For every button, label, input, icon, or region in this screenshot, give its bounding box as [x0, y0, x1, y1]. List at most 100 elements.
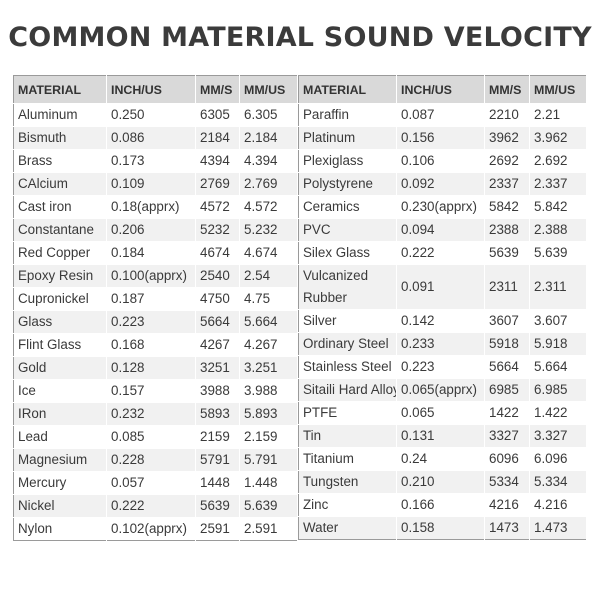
- cell-mm-s: 1448: [195, 471, 240, 495]
- cell-material: Paraffin: [298, 103, 397, 127]
- right-table-body: Paraffin 0.087 2210 2.21 Platinum 0.156 3962 3.…: [298, 103, 587, 540]
- cell-material: Aluminum: [13, 103, 107, 127]
- cell-inch-us: 0.187: [106, 287, 196, 311]
- cell-inch-us: 0.102(apprx): [106, 517, 196, 541]
- table-row: PTFE 0.065 1422 1.422: [298, 401, 587, 425]
- cell-inch-us: 0.158: [396, 516, 485, 540]
- cell-inch-us: 0.085: [106, 425, 196, 449]
- cell-inch-us: 0.157: [106, 379, 196, 403]
- cell-mm-s: 2210: [484, 103, 530, 127]
- cell-inch-us: 0.109: [106, 172, 196, 196]
- table-row: Platinum 0.156 3962 3.962: [298, 126, 587, 150]
- cell-mm-us: 1.422: [529, 401, 587, 425]
- cell-mm-s: 2769: [195, 172, 240, 196]
- cell-inch-us: 0.142: [396, 309, 485, 333]
- cell-mm-us: 5.639: [239, 494, 298, 518]
- cell-mm-us: 5.664: [239, 310, 298, 334]
- cell-mm-s: 3607: [484, 309, 530, 333]
- cell-inch-us: 0.094: [396, 218, 485, 242]
- cell-mm-s: 5334: [484, 470, 530, 494]
- cell-material: Water: [298, 516, 397, 540]
- cell-material: Stainless Steel: [298, 355, 397, 379]
- table-row: Glass 0.223 5664 5.664: [13, 310, 298, 334]
- cell-mm-us: 2.692: [529, 149, 587, 173]
- cell-mm-s: 5918: [484, 332, 530, 356]
- cell-mm-s: 2311: [484, 264, 530, 310]
- cell-mm-us: 4.216: [529, 493, 587, 517]
- cell-mm-us: 5.918: [529, 332, 587, 356]
- cell-mm-us: 5.639: [529, 241, 587, 265]
- cell-inch-us: 0.230(apprx): [396, 195, 485, 219]
- table-row: Aluminum 0.250 6305 6.305: [13, 103, 298, 127]
- cell-inch-us: 0.092: [396, 172, 485, 196]
- column-header-mm-s: MM/S: [484, 75, 530, 104]
- table-row: Paraffin 0.087 2210 2.21: [298, 103, 587, 127]
- cell-mm-us: 4.267: [239, 333, 298, 357]
- table-row: Sitaili Hard Alloy 0.065(apprx) 6985 6.985: [298, 378, 587, 402]
- cell-mm-us: 3.988: [239, 379, 298, 403]
- cell-inch-us: 0.106: [396, 149, 485, 173]
- cell-inch-us: 0.086: [106, 126, 196, 150]
- cell-inch-us: 0.057: [106, 471, 196, 495]
- cell-inch-us: 0.166: [396, 493, 485, 517]
- cell-mm-us: 5.664: [529, 355, 587, 379]
- cell-mm-s: 3327: [484, 424, 530, 448]
- table-row: Zinc 0.166 4216 4.216: [298, 493, 587, 517]
- table-row: Nickel 0.222 5639 5.639: [13, 494, 298, 518]
- cell-inch-us: 0.223: [106, 310, 196, 334]
- cell-inch-us: 0.131: [396, 424, 485, 448]
- cell-inch-us: 0.100(apprx): [106, 264, 196, 288]
- cell-material: Nylon: [13, 517, 107, 541]
- cell-mm-s: 4216: [484, 493, 530, 517]
- cell-material: Titanium: [298, 447, 397, 471]
- cell-mm-us: 2.54: [239, 264, 298, 288]
- cell-mm-us: 2.337: [529, 172, 587, 196]
- cell-mm-us: 4.75: [239, 287, 298, 311]
- cell-mm-s: 2692: [484, 149, 530, 173]
- cell-inch-us: 0.065: [396, 401, 485, 425]
- cell-inch-us: 0.091: [396, 264, 485, 310]
- table-row: Red Copper 0.184 4674 4.674: [13, 241, 298, 265]
- page-title: COMMON MATERIAL SOUND VELOCITY: [8, 22, 592, 53]
- cell-inch-us: 0.24: [396, 447, 485, 471]
- cell-mm-s: 5639: [484, 241, 530, 265]
- cell-mm-s: 4750: [195, 287, 240, 311]
- cell-mm-s: 4572: [195, 195, 240, 219]
- cell-material: CAlcium: [13, 172, 107, 196]
- cell-material: Glass: [13, 310, 107, 334]
- table-row: Tin 0.131 3327 3.327: [298, 424, 587, 448]
- cell-mm-s: 5893: [195, 402, 240, 426]
- cell-inch-us: 0.184: [106, 241, 196, 265]
- cell-material: Lead: [13, 425, 107, 449]
- cell-material: Brass: [13, 149, 107, 173]
- cell-mm-us: 4.674: [239, 241, 298, 265]
- cell-material: Vulcanized Rubber: [298, 264, 397, 310]
- cell-material: Sitaili Hard Alloy: [298, 378, 397, 402]
- cell-mm-us: 3.327: [529, 424, 587, 448]
- cell-inch-us: 0.210: [396, 470, 485, 494]
- cell-mm-us: 5.334: [529, 470, 587, 494]
- table-row: PVC 0.094 2388 2.388: [298, 218, 587, 242]
- cell-mm-us: 5.791: [239, 448, 298, 472]
- cell-mm-s: 6985: [484, 378, 530, 402]
- cell-mm-s: 3988: [195, 379, 240, 403]
- table-row: Ice 0.157 3988 3.988: [13, 379, 298, 403]
- cell-material: Ordinary Steel: [298, 332, 397, 356]
- cell-mm-us: 4.572: [239, 195, 298, 219]
- cell-mm-us: 1.448: [239, 471, 298, 495]
- table-row: Cupronickel 0.187 4750 4.75: [13, 287, 298, 311]
- left-table-body: Aluminum 0.250 6305 6.305 Bismuth 0.086 2184 2.…: [13, 103, 298, 541]
- table-row: Constantane 0.206 5232 5.232: [13, 218, 298, 242]
- cell-mm-us: 2.159: [239, 425, 298, 449]
- cell-inch-us: 0.250: [106, 103, 196, 127]
- left-material-table: MATERIAL INCH/US MM/S MM/US Aluminum 0.25…: [13, 75, 298, 541]
- table-row: Gold 0.128 3251 3.251: [13, 356, 298, 380]
- cell-mm-us: 2.591: [239, 517, 298, 541]
- cell-inch-us: 0.232: [106, 402, 196, 426]
- cell-material: Magnesium: [13, 448, 107, 472]
- cell-material: Polystyrene: [298, 172, 397, 196]
- cell-inch-us: 0.087: [396, 103, 485, 127]
- cell-mm-us: 2.21: [529, 103, 587, 127]
- cell-mm-us: 2.184: [239, 126, 298, 150]
- cell-mm-s: 6096: [484, 447, 530, 471]
